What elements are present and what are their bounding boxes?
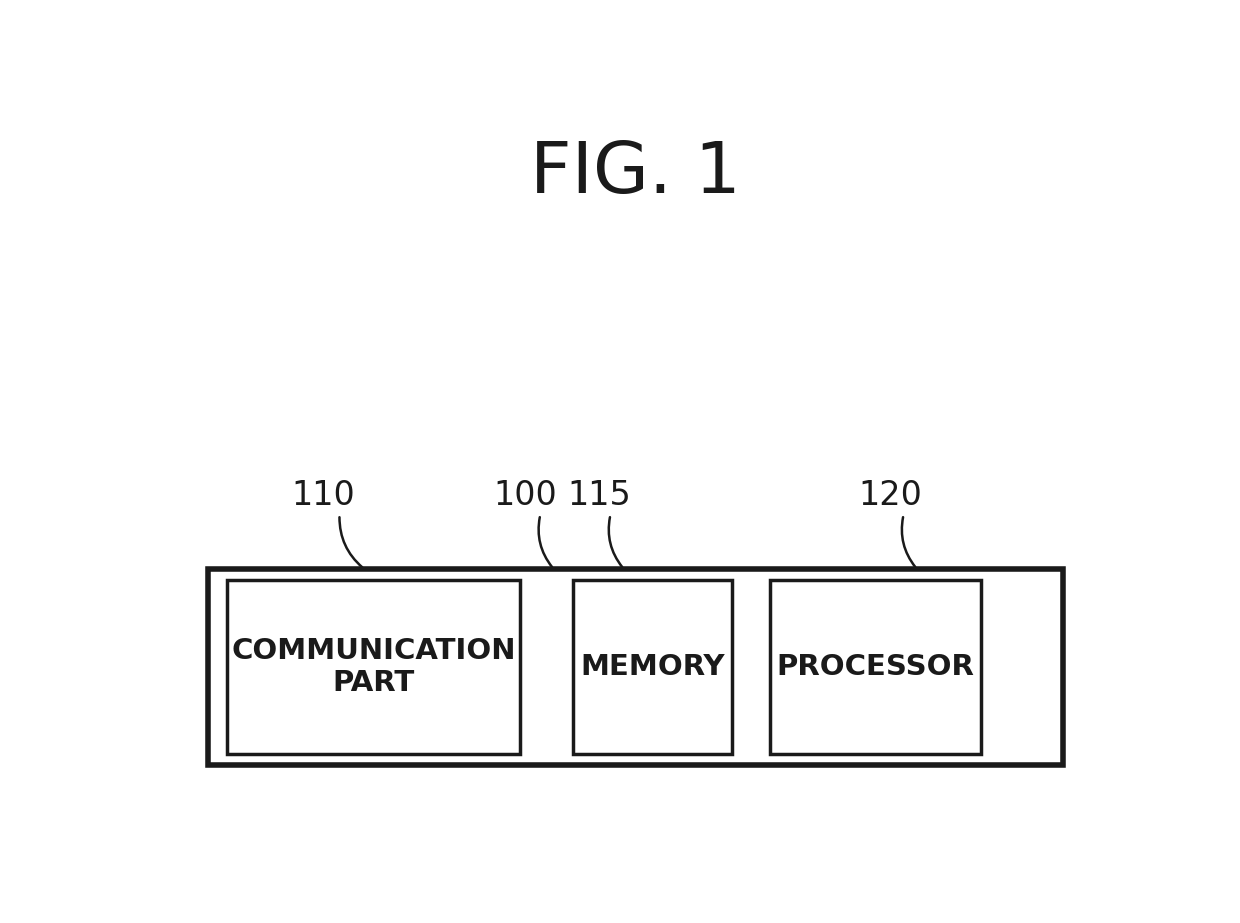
Text: PROCESSOR: PROCESSOR — [776, 653, 975, 681]
Text: MEMORY: MEMORY — [580, 653, 724, 681]
Text: 100: 100 — [494, 479, 557, 512]
Bar — [770, 580, 982, 754]
Text: 115: 115 — [567, 479, 631, 512]
Text: 110: 110 — [291, 479, 355, 512]
Text: COMMUNICATION
PART: COMMUNICATION PART — [232, 637, 516, 697]
Text: FIG. 1: FIG. 1 — [531, 139, 740, 209]
Text: 120: 120 — [858, 479, 923, 512]
Bar — [573, 580, 732, 754]
Bar — [208, 569, 1063, 764]
Bar — [227, 580, 521, 754]
